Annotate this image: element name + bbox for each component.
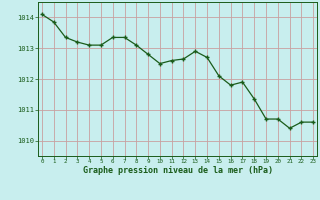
X-axis label: Graphe pression niveau de la mer (hPa): Graphe pression niveau de la mer (hPa)	[83, 166, 273, 175]
